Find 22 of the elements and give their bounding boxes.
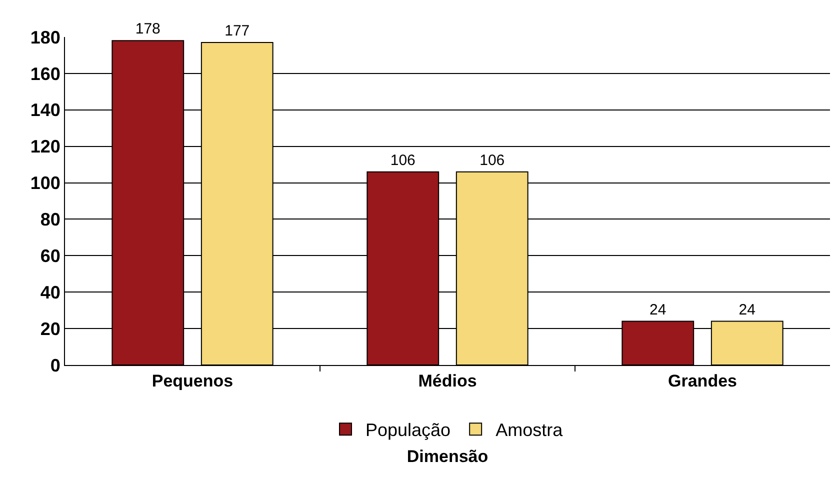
x-tick-label: Médios (418, 371, 477, 390)
y-tick-label: 180 (30, 27, 60, 48)
data-label: 24 (738, 301, 756, 318)
y-tick-label: 140 (30, 100, 60, 120)
y-tick-label: 80 (40, 210, 60, 230)
x-tick-label: Pequenos (152, 371, 234, 390)
x-tick-label: Grandes (668, 371, 737, 390)
data-label: 24 (650, 301, 666, 318)
data-label: 177 (224, 22, 250, 40)
y-tick-label: 120 (30, 136, 60, 157)
legend-label: Amostra (496, 420, 564, 440)
data-label: 106 (480, 152, 505, 169)
x-axis-title: Dimensão (406, 446, 488, 466)
y-tick-label: 0 (50, 355, 60, 376)
y-tick-label: 60 (40, 246, 60, 266)
y-tick-label: 40 (40, 282, 60, 302)
data-label: 178 (135, 20, 160, 38)
y-tick-label: 160 (30, 64, 60, 84)
y-tick-label: 100 (30, 173, 60, 194)
legend-label: População (366, 420, 451, 440)
data-label: 106 (390, 152, 416, 169)
y-tick-label: 20 (40, 318, 60, 339)
